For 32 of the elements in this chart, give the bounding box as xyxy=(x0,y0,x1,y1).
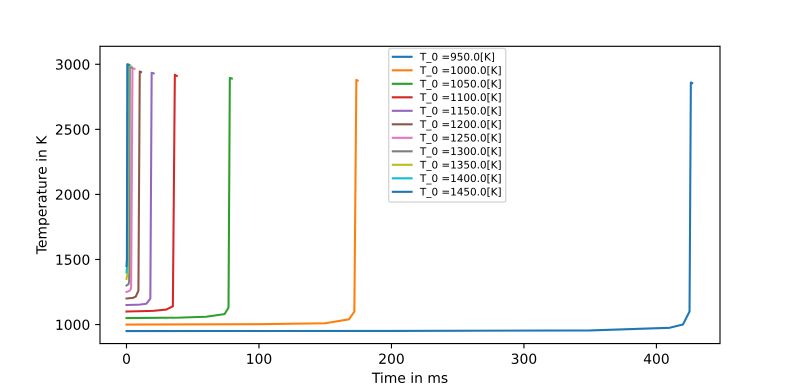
x-tick-label: 400 xyxy=(644,354,669,364)
x-tick-label: 100 xyxy=(247,354,272,364)
line-series xyxy=(125,78,359,326)
legend-label: T_0 =1050.0[K] xyxy=(420,80,501,90)
y-tick-label: 2000 xyxy=(56,189,90,200)
line-series xyxy=(125,76,233,320)
line-series xyxy=(125,70,142,300)
legend-label: T_0 =1000.0[K] xyxy=(420,66,501,76)
x-axis-title: Time in ms xyxy=(372,372,448,384)
legend-label: T_0 =1300.0[K] xyxy=(420,147,501,158)
line-series xyxy=(125,81,694,332)
y-axis-title: Temperature in K xyxy=(36,135,50,254)
legend-label: T_0 =1250.0[K] xyxy=(420,134,501,144)
line-series xyxy=(125,72,155,306)
y-tick-label: 3000 xyxy=(56,59,90,70)
y-tick-label: 1500 xyxy=(56,254,90,265)
legend-label: T_0 =1200.0[K] xyxy=(420,120,501,130)
legend-label: T_0 =1450.0[K] xyxy=(420,188,501,198)
y-tick-label: 2500 xyxy=(56,124,90,135)
legend-label: T_0 =950.0[K] xyxy=(420,52,494,63)
y-tick-label: 1000 xyxy=(56,320,90,330)
line-series xyxy=(125,63,132,280)
x-tick-label: 0 xyxy=(122,354,130,364)
line-series xyxy=(125,67,136,294)
legend-label: T_0 =1150.0[K] xyxy=(420,106,501,117)
line-series xyxy=(125,74,178,313)
legend-label: T_0 =1100.0[K] xyxy=(420,93,501,104)
x-tick-label: 200 xyxy=(379,354,404,364)
legend-label: T_0 =1350.0[K] xyxy=(420,160,501,171)
legend-label: T_0 =1400.0[K] xyxy=(420,174,501,184)
x-tick-label: 300 xyxy=(512,354,536,364)
line-series xyxy=(125,66,133,287)
